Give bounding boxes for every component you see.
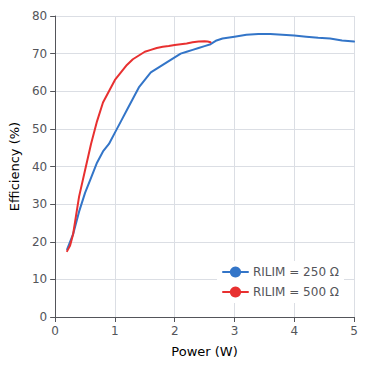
svg-text:1: 1 [111, 324, 119, 338]
svg-text:RILIM = 500 Ω: RILIM = 500 Ω [253, 285, 339, 299]
svg-text:4: 4 [290, 324, 298, 338]
svg-text:70: 70 [32, 47, 47, 61]
svg-text:20: 20 [32, 235, 47, 249]
svg-text:3: 3 [231, 324, 239, 338]
svg-text:2: 2 [171, 324, 179, 338]
svg-text:Power (W): Power (W) [171, 344, 237, 359]
svg-text:40: 40 [32, 160, 47, 174]
svg-text:RILIM = 250 Ω: RILIM = 250 Ω [253, 265, 339, 279]
svg-text:Efficiency (%): Efficiency (%) [7, 122, 22, 211]
svg-text:80: 80 [32, 9, 47, 23]
svg-text:0: 0 [51, 324, 59, 338]
svg-text:60: 60 [32, 84, 47, 98]
svg-text:0: 0 [40, 310, 48, 324]
svg-text:10: 10 [32, 272, 47, 286]
svg-text:30: 30 [32, 197, 47, 211]
svg-text:5: 5 [350, 324, 358, 338]
svg-text:50: 50 [32, 122, 47, 136]
